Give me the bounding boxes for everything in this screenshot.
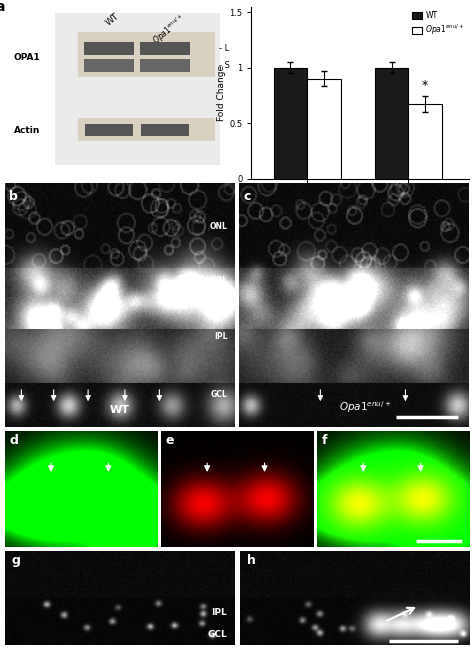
Text: Actin: Actin	[14, 126, 40, 135]
Text: WT: WT	[109, 404, 130, 415]
Text: INL: INL	[214, 293, 228, 302]
Y-axis label: Fold Change: Fold Change	[218, 65, 227, 121]
Text: f: f	[321, 434, 327, 447]
Text: OPA1: OPA1	[14, 53, 41, 62]
Bar	[140, 42, 190, 55]
Bar	[409, 104, 442, 179]
Text: b: b	[9, 190, 18, 203]
Text: e: e	[165, 434, 174, 447]
Text: *: *	[422, 79, 428, 92]
Text: - L: - L	[219, 44, 229, 53]
Text: IPL: IPL	[211, 608, 227, 617]
Bar	[375, 68, 409, 179]
Text: WT: WT	[104, 12, 120, 28]
Bar	[84, 42, 134, 55]
Bar	[78, 119, 215, 141]
Text: OPL: OPL	[210, 276, 228, 285]
Bar	[273, 68, 307, 179]
Bar	[84, 59, 134, 72]
Text: GCL: GCL	[208, 630, 227, 639]
Text: GCL: GCL	[211, 391, 228, 400]
Text: c: c	[244, 190, 251, 203]
Text: IPL: IPL	[214, 332, 228, 341]
Text: h: h	[247, 554, 255, 567]
Bar	[85, 125, 133, 136]
Bar	[55, 14, 220, 165]
Bar	[307, 79, 340, 179]
Bar	[78, 33, 215, 77]
Text: g: g	[12, 554, 20, 567]
Text: - S: - S	[219, 61, 229, 70]
Text: a: a	[0, 0, 5, 14]
Text: $Opa1^{enu/+}$: $Opa1^{enu/+}$	[339, 399, 392, 415]
Text: d: d	[9, 434, 18, 447]
Bar	[141, 125, 189, 136]
Text: $Opa1^{enu/+}$: $Opa1^{enu/+}$	[150, 12, 189, 48]
Text: ONL: ONL	[210, 222, 228, 231]
Bar	[140, 59, 190, 72]
Legend: WT, $Opa1^{enu/+}$: WT, $Opa1^{enu/+}$	[411, 10, 465, 38]
